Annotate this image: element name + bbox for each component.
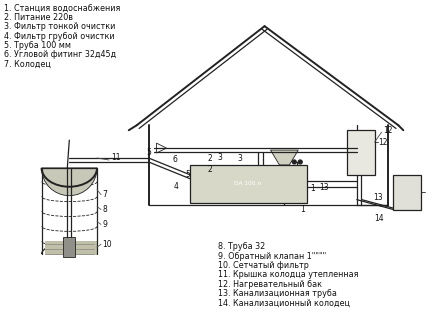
FancyBboxPatch shape <box>213 169 281 199</box>
Text: 6: 6 <box>173 156 178 164</box>
Text: 1: 1 <box>310 184 315 193</box>
Text: 9. Обратный клапан 1"""": 9. Обратный клапан 1"""" <box>218 252 326 261</box>
Text: 4. Фильтр грубой очистки: 4. Фильтр грубой очистки <box>4 32 114 41</box>
Text: 12. Нагревательный бак: 12. Нагревательный бак <box>218 280 322 289</box>
Wedge shape <box>42 168 97 196</box>
Text: 13: 13 <box>374 193 383 202</box>
Text: 14: 14 <box>374 215 384 224</box>
Text: 2: 2 <box>208 165 212 175</box>
Bar <box>63 237 75 257</box>
Text: 10: 10 <box>102 240 112 249</box>
Text: 12: 12 <box>384 126 393 135</box>
Text: 6. Угловой фитинг 32д45д: 6. Угловой фитинг 32д45д <box>4 50 116 60</box>
Text: DА 100 л: DА 100 л <box>233 181 261 186</box>
Text: 10. Сетчатый фильтр: 10. Сетчатый фильтр <box>218 261 309 270</box>
Circle shape <box>298 160 302 164</box>
Text: 11: 11 <box>111 152 120 162</box>
Text: 4: 4 <box>174 182 179 191</box>
Text: 13. Канализационная труба: 13. Канализационная труба <box>218 289 337 298</box>
Text: 7: 7 <box>102 190 107 199</box>
Text: 11. Крышка колодца утепленная: 11. Крышка колодца утепленная <box>218 271 359 279</box>
Text: 14. Канализационный колодец: 14. Канализационный колодец <box>218 299 350 308</box>
Text: 8. Труба 32: 8. Труба 32 <box>218 242 265 251</box>
Text: 7. Колодец: 7. Колодец <box>4 60 51 69</box>
Text: 3: 3 <box>237 154 242 163</box>
Text: 2: 2 <box>208 154 212 163</box>
Bar <box>347 130 375 175</box>
Text: 13: 13 <box>319 183 329 192</box>
Text: 1: 1 <box>300 204 304 214</box>
Bar <box>45 241 97 255</box>
Text: 3: 3 <box>218 152 222 162</box>
Text: 5: 5 <box>186 170 190 179</box>
Bar <box>190 165 307 203</box>
Polygon shape <box>270 150 298 165</box>
Text: 5: 5 <box>146 147 151 157</box>
Bar <box>393 175 421 209</box>
Text: 1. Станция водоснабжения: 1. Станция водоснабжения <box>4 3 120 12</box>
Text: 2. Питание 220в: 2. Питание 220в <box>4 13 73 22</box>
Text: 12: 12 <box>378 138 388 147</box>
Text: 8: 8 <box>102 205 107 214</box>
Text: 3. Фильтр тонкой очистки: 3. Фильтр тонкой очистки <box>4 22 115 31</box>
Circle shape <box>292 160 296 164</box>
Text: 9: 9 <box>102 220 107 229</box>
Text: 5. Труба 100 мм: 5. Труба 100 мм <box>4 41 71 50</box>
